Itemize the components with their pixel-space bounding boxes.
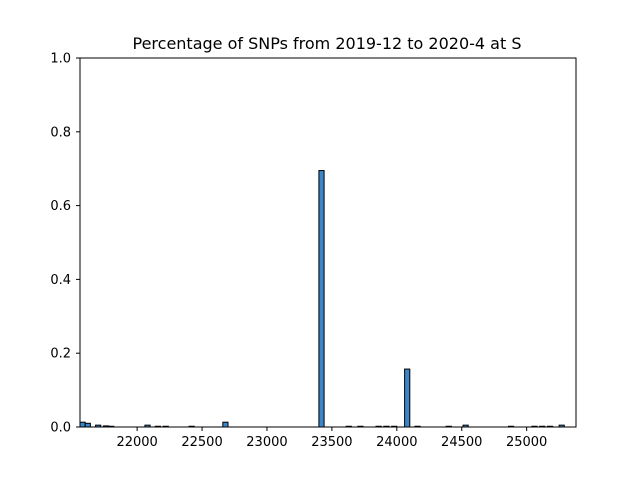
x-tick-label: 24000 <box>376 435 417 450</box>
histogram-bar-0 <box>79 421 86 428</box>
x-tick-label: 24500 <box>441 435 482 450</box>
y-tick-label: 0.4 <box>50 273 71 288</box>
x-tick-label: 23500 <box>311 435 352 450</box>
chart-title: Percentage of SNPs from 2019-12 to 2020-… <box>133 34 522 53</box>
histogram-bar-1 <box>84 422 91 428</box>
histogram-bar-10 <box>318 170 325 428</box>
y-tick-label: 0.6 <box>50 199 71 214</box>
x-tick-label: 22000 <box>116 435 157 450</box>
y-tick-label: 1.0 <box>50 52 71 67</box>
plot-area-frame <box>79 57 577 428</box>
x-tick-label: 23000 <box>246 435 287 450</box>
y-axis: 0.0 0.2 0.4 0.6 0.8 1.0 <box>50 52 80 436</box>
y-tick-label: 0.2 <box>50 347 71 362</box>
x-tick-label: 25000 <box>506 435 547 450</box>
y-tick-label: 0.8 <box>50 125 71 140</box>
histogram-bar-16 <box>404 368 411 428</box>
x-tick-label: 22500 <box>181 435 222 450</box>
x-axis: 22000 22500 23000 23500 24000 24500 25000 <box>116 427 547 450</box>
histogram-bar-9 <box>222 421 229 428</box>
y-tick-label: 0.0 <box>50 421 71 436</box>
